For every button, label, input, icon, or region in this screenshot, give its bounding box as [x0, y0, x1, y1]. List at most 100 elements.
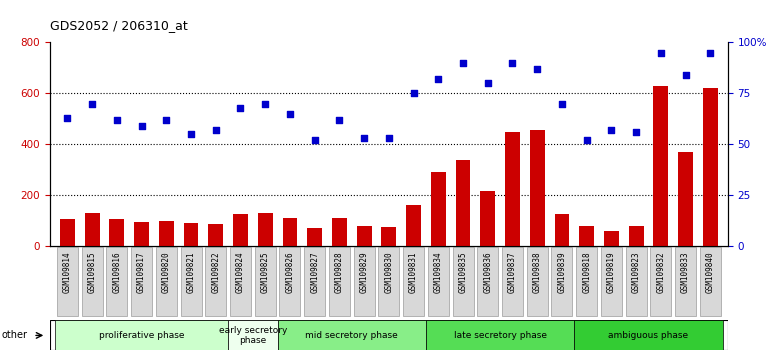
Point [457, 60, 469, 66]
Point [432, 76, 444, 82]
Text: GSM109830: GSM109830 [384, 251, 393, 293]
Point [61, 115, 73, 121]
FancyBboxPatch shape [378, 247, 400, 316]
Point [209, 127, 222, 133]
Point [507, 60, 519, 66]
Point [160, 117, 172, 123]
Bar [258, 213, 273, 246]
Text: GSM109821: GSM109821 [186, 251, 196, 293]
Point [556, 101, 568, 107]
Text: GSM109836: GSM109836 [484, 251, 492, 293]
Text: late secretory phase: late secretory phase [454, 331, 547, 340]
Bar [283, 218, 297, 246]
FancyBboxPatch shape [228, 320, 277, 350]
Text: GSM109814: GSM109814 [63, 251, 72, 293]
FancyBboxPatch shape [57, 247, 78, 316]
Text: early secretory
phase: early secretory phase [219, 326, 287, 345]
Text: GSM109828: GSM109828 [335, 251, 344, 293]
Text: other: other [2, 330, 28, 341]
Text: ambiguous phase: ambiguous phase [608, 331, 688, 340]
Text: GSM109822: GSM109822 [211, 251, 220, 293]
Point [185, 131, 197, 137]
FancyBboxPatch shape [551, 247, 572, 316]
FancyBboxPatch shape [82, 247, 102, 316]
Text: GSM109833: GSM109833 [681, 251, 690, 293]
Point [136, 123, 148, 129]
Bar [654, 86, 668, 246]
FancyBboxPatch shape [527, 247, 547, 316]
FancyBboxPatch shape [428, 247, 449, 316]
FancyBboxPatch shape [502, 247, 523, 316]
Text: GSM109829: GSM109829 [360, 251, 369, 293]
Bar [357, 226, 372, 246]
FancyBboxPatch shape [280, 247, 300, 316]
Text: GSM109824: GSM109824 [236, 251, 245, 293]
FancyBboxPatch shape [453, 247, 474, 316]
Point [284, 111, 296, 116]
Text: mid secretory phase: mid secretory phase [306, 331, 398, 340]
Bar [233, 214, 248, 246]
Point [309, 137, 321, 143]
Bar [554, 214, 569, 246]
FancyBboxPatch shape [601, 247, 622, 316]
Text: GSM109823: GSM109823 [631, 251, 641, 293]
Bar [183, 223, 199, 246]
Text: GSM109815: GSM109815 [88, 251, 96, 293]
Point [605, 127, 618, 133]
Point [581, 137, 593, 143]
Text: GSM109835: GSM109835 [459, 251, 467, 293]
Bar [604, 231, 619, 246]
Text: GSM109827: GSM109827 [310, 251, 319, 293]
FancyBboxPatch shape [576, 247, 598, 316]
Bar [60, 219, 75, 246]
Point [358, 135, 370, 141]
Point [630, 129, 642, 135]
Text: GSM109831: GSM109831 [409, 251, 418, 293]
Point [481, 80, 494, 86]
Point [679, 72, 691, 78]
Bar [505, 132, 520, 246]
Point [705, 50, 717, 56]
Point [407, 91, 420, 96]
Bar [431, 172, 446, 246]
Bar [381, 227, 397, 246]
FancyBboxPatch shape [353, 247, 375, 316]
Bar [678, 152, 693, 246]
Text: GSM109840: GSM109840 [706, 251, 715, 293]
FancyBboxPatch shape [156, 247, 177, 316]
Bar [703, 88, 718, 246]
Point [654, 50, 667, 56]
Point [111, 117, 123, 123]
Bar [332, 218, 346, 246]
Bar [134, 222, 149, 246]
Bar [159, 221, 174, 246]
Text: GDS2052 / 206310_at: GDS2052 / 206310_at [50, 19, 188, 32]
Text: GSM109817: GSM109817 [137, 251, 146, 293]
Bar [406, 205, 421, 246]
Text: GSM109834: GSM109834 [434, 251, 443, 293]
FancyBboxPatch shape [206, 247, 226, 316]
FancyBboxPatch shape [403, 247, 424, 316]
FancyBboxPatch shape [106, 247, 127, 316]
Text: GSM109816: GSM109816 [112, 251, 122, 293]
FancyBboxPatch shape [180, 247, 202, 316]
Text: GSM109825: GSM109825 [261, 251, 270, 293]
FancyBboxPatch shape [131, 247, 152, 316]
Bar [85, 213, 99, 246]
Bar [307, 228, 322, 246]
FancyBboxPatch shape [329, 247, 350, 316]
FancyBboxPatch shape [304, 247, 325, 316]
Text: GSM109819: GSM109819 [607, 251, 616, 293]
FancyBboxPatch shape [55, 320, 228, 350]
Bar [579, 226, 594, 246]
FancyBboxPatch shape [651, 247, 671, 316]
Point [383, 135, 395, 141]
FancyBboxPatch shape [574, 320, 723, 350]
Point [234, 105, 246, 110]
Point [531, 66, 544, 72]
Text: GSM109826: GSM109826 [286, 251, 294, 293]
Bar [456, 160, 470, 246]
Bar [480, 191, 495, 246]
FancyBboxPatch shape [230, 247, 251, 316]
Text: GSM109818: GSM109818 [582, 251, 591, 293]
